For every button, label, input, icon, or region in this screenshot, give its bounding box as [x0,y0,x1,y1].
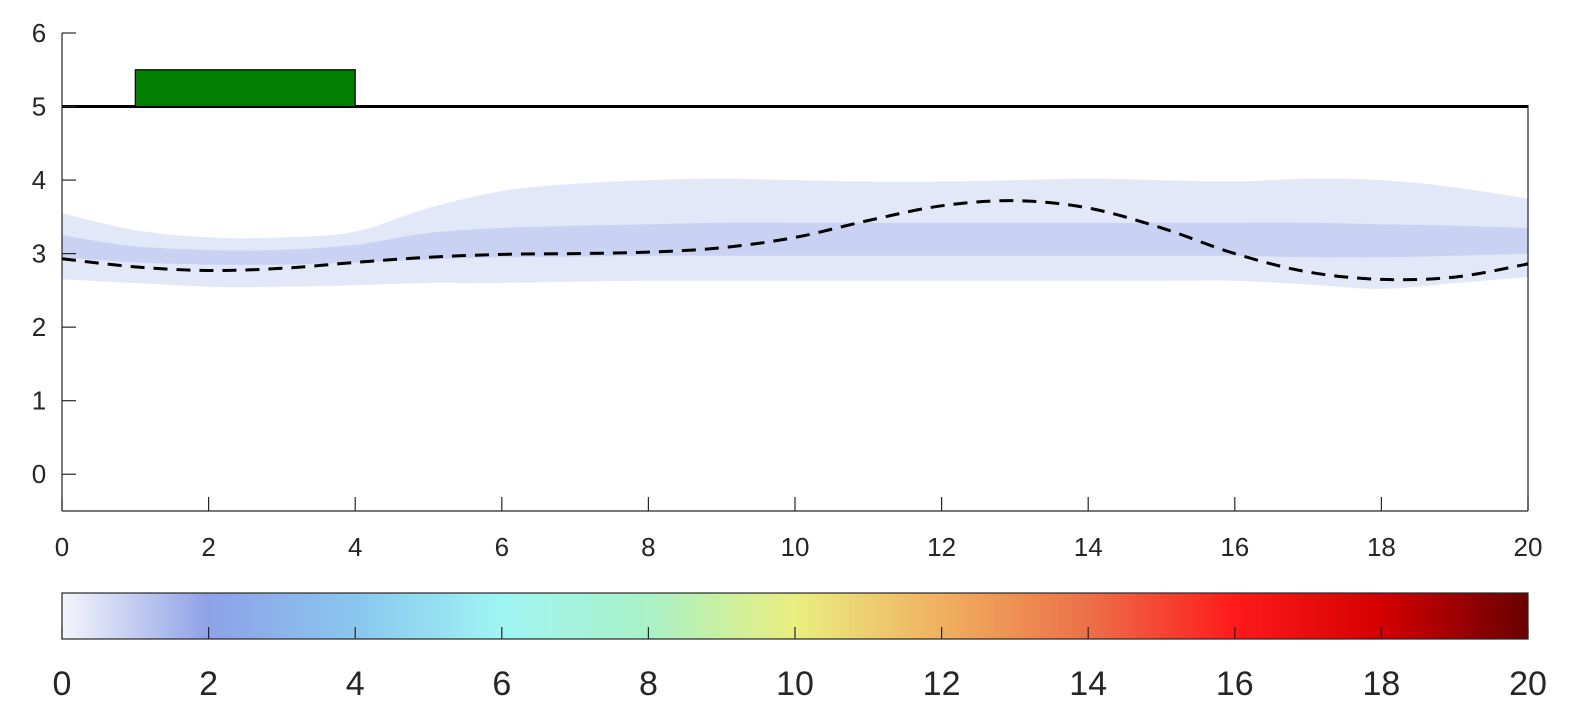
x-tick-label: 20 [1514,532,1543,562]
colorbar-tick-label: 20 [1509,665,1547,703]
colorbar-ticks: 0 2 4 6 8 10 12 14 16 18 20 [53,627,1547,703]
x-axis-ticks: 0 2 4 6 8 10 12 14 16 18 20 [55,497,1543,562]
colorbar-tick-label: 18 [1362,665,1400,703]
x-tick-label: 4 [348,532,362,562]
y-tick-label: 1 [32,386,46,416]
y-tick-label: 6 [32,18,46,48]
colorbar-tick-label: 4 [346,665,365,703]
y-tick-label: 4 [32,165,46,195]
x-tick-label: 0 [55,532,69,562]
colorbar-tick-label: 6 [492,665,511,703]
x-tick-label: 2 [201,532,215,562]
centerline-series [61,199,1529,282]
y-tick-label: 0 [32,459,46,489]
colorbar: 0 2 4 6 8 10 12 14 16 18 20 [53,592,1547,703]
x-tick-label: 18 [1367,532,1396,562]
plume-outer [62,178,1528,289]
colorbar-tick-label: 2 [199,665,218,703]
x-tick-label: 10 [781,532,810,562]
colorbar-tick-label: 10 [776,665,814,703]
plume-band [62,178,1528,289]
plume-core [62,222,1528,265]
y-axis-ticks: 0 1 2 3 4 5 6 [32,18,76,489]
y-tick-label: 2 [32,312,46,342]
x-tick-label: 6 [495,532,509,562]
colorbar-tick-label: 0 [53,665,72,703]
x-tick-label: 14 [1074,532,1103,562]
colorbar-tick-label: 16 [1216,665,1254,703]
colorbar-tick-label: 8 [639,665,658,703]
y-tick-label: 5 [32,92,46,122]
plot-features [61,69,1529,282]
colorbar-tick-label: 12 [923,665,961,703]
source-block [134,69,356,108]
x-tick-label: 12 [927,532,956,562]
x-tick-label: 16 [1220,532,1249,562]
colorbar-tick-label: 14 [1069,665,1107,703]
x-tick-label: 8 [641,532,655,562]
y-tick-label: 3 [32,239,46,269]
